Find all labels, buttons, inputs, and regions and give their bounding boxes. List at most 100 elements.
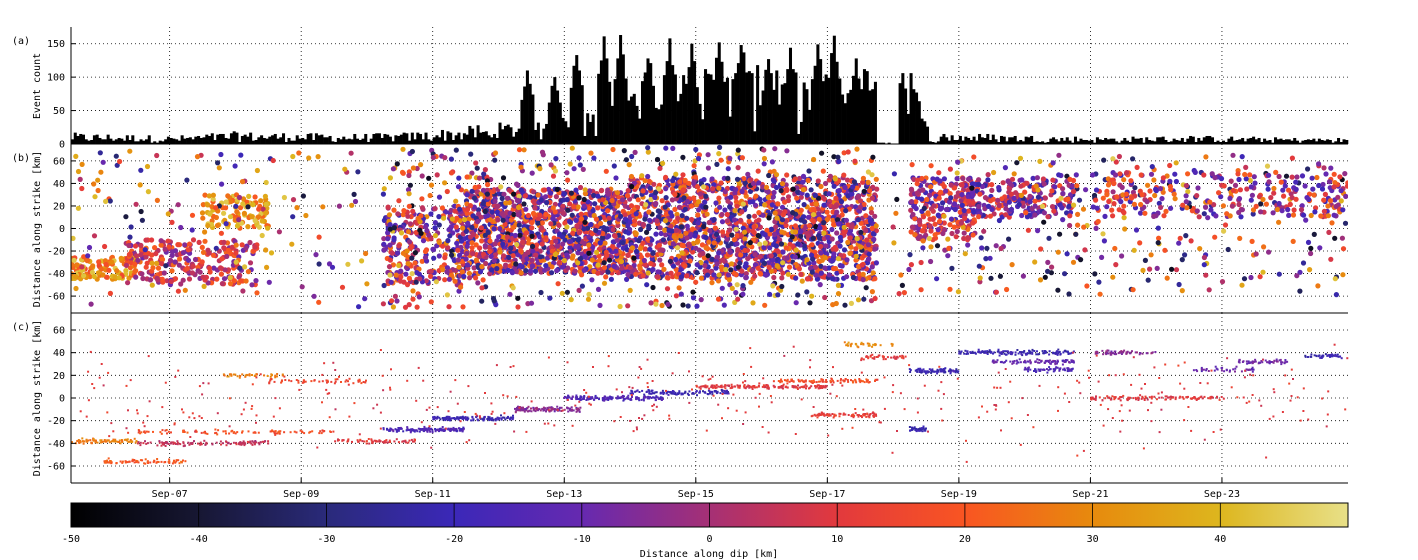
event-point (243, 278, 249, 284)
event-point (831, 221, 837, 228)
event-point (638, 226, 644, 233)
event-point (223, 205, 229, 211)
event-point (667, 258, 674, 264)
event-point (673, 293, 680, 299)
event-point (670, 241, 676, 247)
event-point (740, 201, 747, 207)
event-point (444, 292, 450, 298)
event-point (653, 231, 659, 237)
count-bar (643, 72, 647, 144)
event-point (672, 206, 678, 212)
event-point (430, 154, 436, 161)
event-point (242, 264, 248, 270)
event-point (457, 206, 463, 212)
event-point (799, 278, 805, 284)
count-bar (164, 139, 168, 144)
event-point (263, 201, 269, 207)
event-point (816, 216, 822, 222)
event-point (863, 227, 869, 234)
event-point (601, 280, 608, 286)
event-point (682, 206, 688, 212)
event-point (239, 242, 245, 248)
event-point (561, 191, 567, 197)
event-point (573, 217, 579, 223)
event-point (685, 303, 691, 309)
event-point (870, 270, 876, 276)
count-bar (999, 135, 1004, 144)
event-point (455, 257, 461, 263)
event-point (1040, 176, 1046, 182)
event-point (813, 201, 819, 207)
event-point (848, 244, 854, 250)
event-point (256, 214, 262, 220)
event-point (548, 162, 554, 168)
event-point (442, 255, 448, 261)
event-point (586, 250, 592, 256)
event-point (492, 198, 498, 205)
event-point (586, 291, 592, 297)
event-point (444, 265, 450, 271)
event-point (219, 281, 225, 287)
event-point (79, 264, 85, 270)
event-point (107, 290, 113, 296)
event-point (643, 202, 649, 208)
event-point (550, 173, 557, 179)
count-bar (547, 102, 551, 144)
event-point (464, 192, 470, 198)
event-point (149, 252, 155, 258)
event-point (976, 177, 982, 183)
event-point (436, 222, 442, 228)
event-point (221, 239, 227, 245)
event-point (440, 243, 446, 249)
count-bar (1057, 141, 1061, 144)
event-point (659, 262, 665, 268)
event-point (793, 275, 799, 281)
event-point (90, 263, 96, 269)
event-point (529, 220, 535, 226)
event-point (733, 226, 739, 232)
event-point (398, 268, 404, 274)
event-point (428, 268, 434, 274)
event-point (98, 266, 104, 272)
count-bar (830, 53, 834, 144)
event-point (564, 197, 570, 203)
event-point (227, 281, 234, 287)
event-point (530, 243, 536, 249)
count-bar (462, 133, 466, 144)
count-bar (665, 61, 669, 144)
event-point (677, 179, 683, 185)
event-point (571, 166, 577, 172)
count-bar (1065, 137, 1069, 144)
event-point (614, 190, 621, 196)
count-bar (950, 135, 954, 144)
event-point (145, 189, 151, 195)
count-bar (712, 79, 716, 144)
event-point (595, 286, 602, 292)
event-point (77, 176, 83, 182)
event-point (252, 244, 258, 250)
event-point (431, 255, 437, 261)
event-point (648, 300, 654, 306)
count-bar (1120, 140, 1124, 144)
event-point (401, 208, 407, 214)
event-point (654, 156, 661, 163)
event-point (742, 247, 748, 253)
event-point (948, 182, 954, 188)
count-bar (591, 114, 595, 144)
event-point (773, 224, 779, 230)
event-point (149, 282, 155, 288)
event-point (632, 149, 638, 155)
count-bar (128, 139, 132, 144)
event-point (780, 212, 787, 218)
event-point (763, 184, 770, 190)
count-bar (709, 74, 713, 144)
count-bar (312, 139, 316, 144)
event-point (506, 187, 512, 193)
count-bar (1200, 140, 1204, 144)
event-point (207, 211, 213, 217)
event-point (629, 183, 635, 190)
event-point (510, 191, 517, 197)
event-point (123, 214, 129, 220)
count-bar (377, 133, 381, 144)
event-point (821, 220, 827, 226)
